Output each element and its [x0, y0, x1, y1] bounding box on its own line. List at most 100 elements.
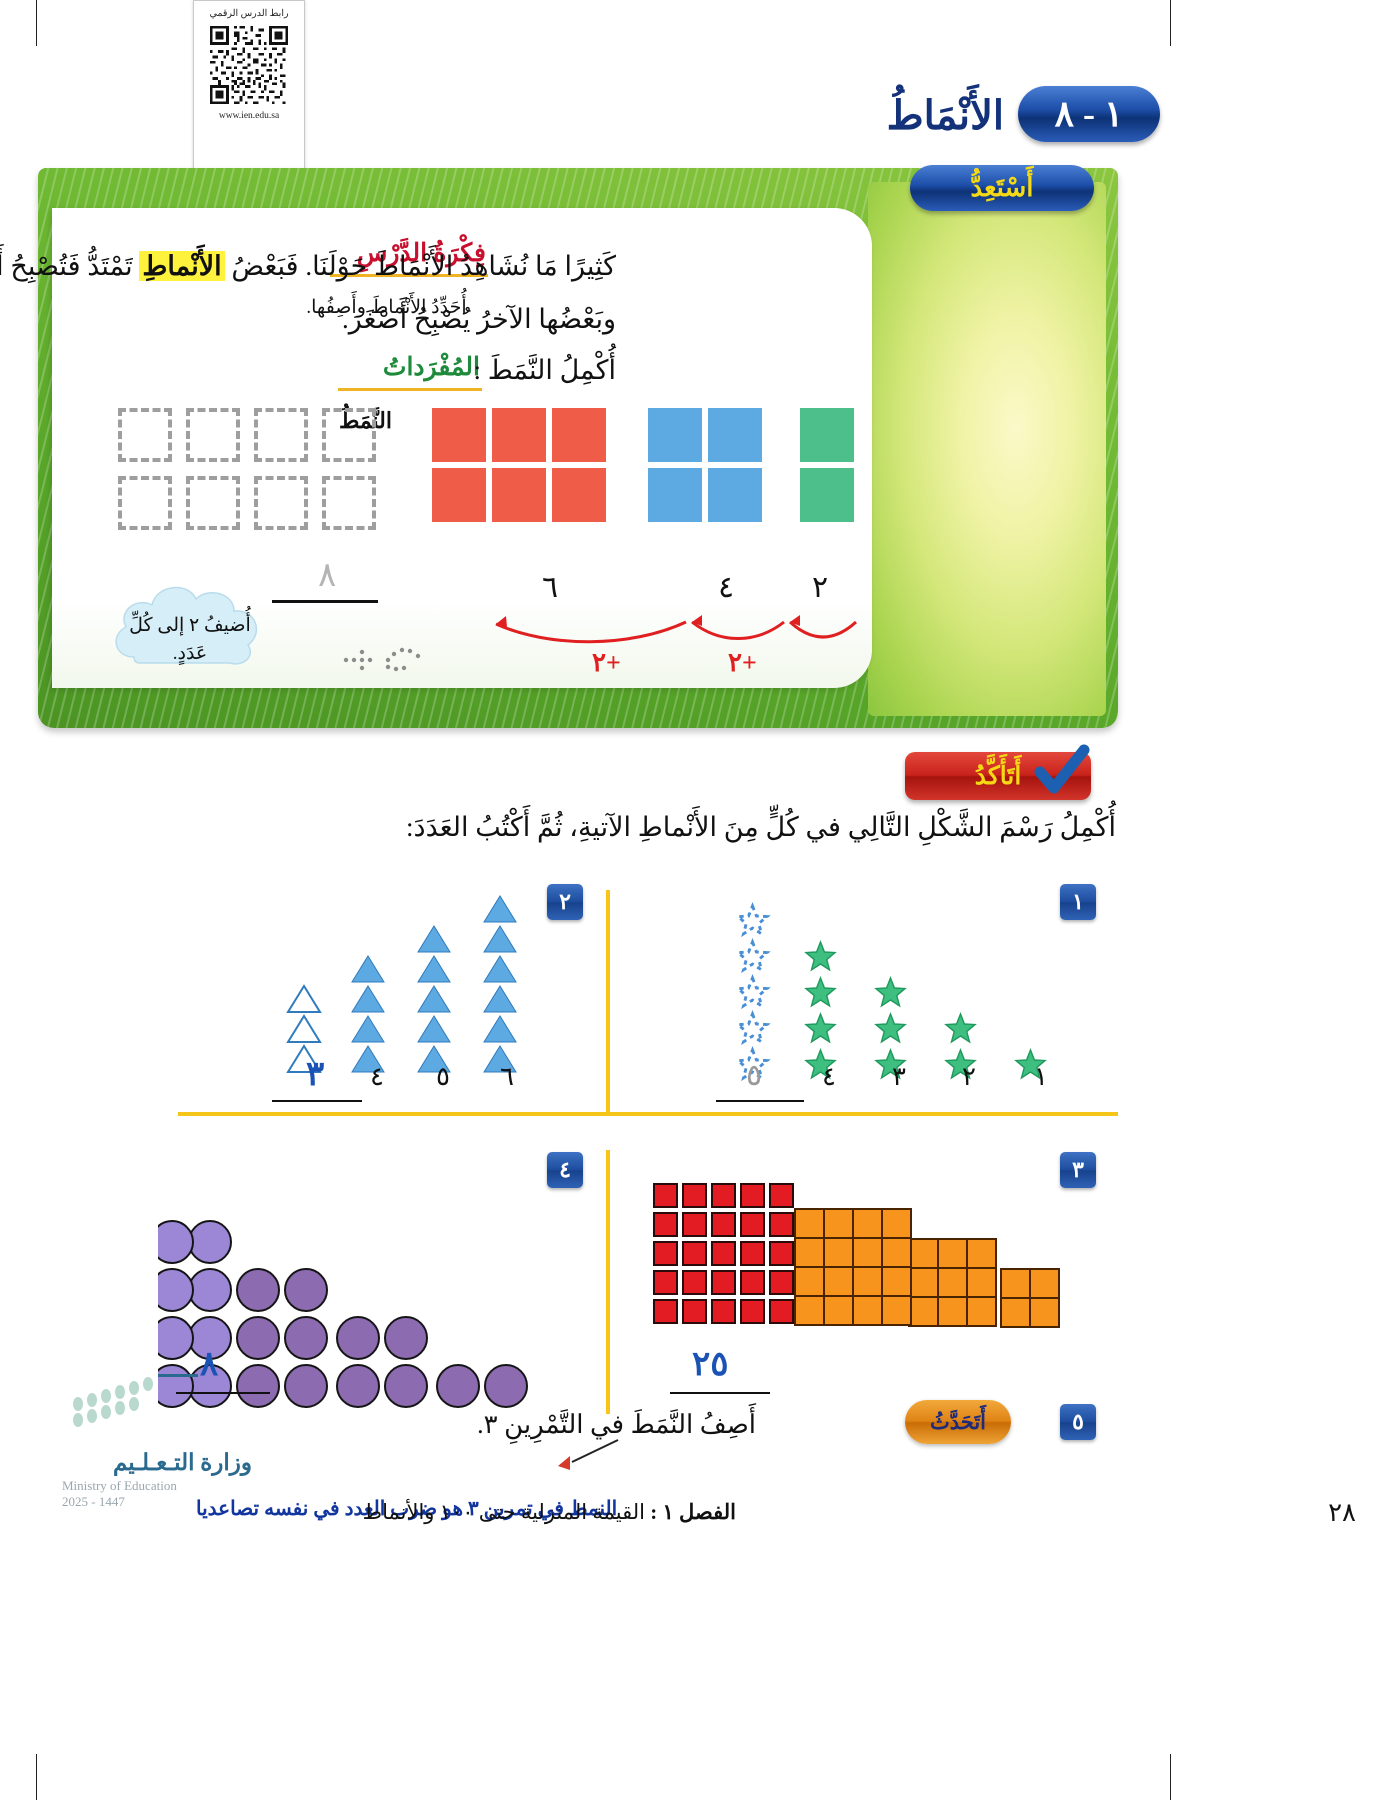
highlighted-term: الأَنْماطِ: [139, 251, 225, 281]
lesson-paragraph: كَثِيرًا مَا نُشَاهِدُ الأَنْمَاطَ حَوْل…: [0, 240, 616, 345]
chapter-footer: الفصل ١ : القيمة المنزلية حتى ١٠٠ والأنم…: [363, 1500, 736, 1525]
teacher-answer-note: النمط في تمرين ٣ هو ضرب العدد في نفسه تص…: [196, 1498, 618, 1520]
prepare-badge: أَسْتَعِدُّ: [910, 165, 1094, 211]
lesson-paragraph-part-c: وبَعْضُها الآخرُ يُصْبِحُ أَصْغَرَ.: [341, 303, 616, 334]
exercise-divider-horizontal: [178, 1112, 1118, 1116]
pattern-square-placeholder[interactable]: [254, 476, 308, 530]
pattern-answer-traced[interactable]: ٨: [318, 557, 337, 594]
crop-mark-top-left: [36, 0, 37, 46]
pattern-count-2: ٢: [812, 571, 829, 604]
exercise-1-label: ٣: [892, 1062, 906, 1091]
chapter-footer-bold: الفصل ١ :: [650, 1500, 736, 1524]
qr-code-icon: [210, 26, 288, 105]
crop-mark-bottom-left: [36, 1754, 37, 1800]
pattern-square: [648, 408, 702, 462]
exercise-1-stars: [736, 904, 1046, 1080]
note-pointer-icon: [558, 1439, 619, 1470]
exercise-1-label: ٤: [822, 1062, 836, 1091]
exercise-1-label: ١: [1034, 1062, 1048, 1091]
crop-mark-top-right: [1170, 0, 1171, 46]
pattern-square-placeholder[interactable]: [118, 476, 172, 530]
exercise-2-answer[interactable]: ٣: [306, 1056, 325, 1093]
traced-arrow-hint: [343, 647, 421, 672]
talk-question-text: أَصِفُ النَّمَطَ في التَّمْرِينِ ٣.: [477, 1410, 756, 1439]
ministry-year: 2025 - 1447: [62, 1494, 125, 1509]
ministry-name-english: Ministry of Education: [62, 1478, 177, 1493]
ministry-dots-decoration: [73, 1374, 198, 1427]
qr-caption: رابط الدرس الرقمي: [209, 9, 289, 19]
check-badge-label: أَتَأَكَّدُ: [974, 763, 1022, 790]
exercise-3-grid-2x2: [1000, 1268, 1060, 1328]
exercise-divider-vertical-bottom: [606, 1150, 610, 1414]
pattern-square: [432, 408, 486, 462]
vocabulary-underline: [338, 388, 482, 391]
exercise-3-grid-5x5[interactable]: [652, 1182, 798, 1328]
vocabulary-word: النَّمَطُ: [338, 408, 392, 433]
lesson-number-text: ١ - ٨: [1054, 94, 1124, 134]
lesson-idea-underline: [330, 274, 488, 277]
page-number: ٢٨: [1328, 1498, 1356, 1527]
sidebar-glow-background: [868, 182, 1106, 716]
pattern-step-label: +٢: [728, 648, 757, 677]
pattern-square: [708, 408, 762, 462]
crop-mark-bottom-right: [1170, 1754, 1171, 1800]
lesson-number-badge: ١ - ٨: [1018, 86, 1160, 142]
exercise-2-label: ٦: [500, 1062, 514, 1091]
pattern-square-placeholder[interactable]: [322, 408, 376, 462]
exercise-4-answer[interactable]: ٨: [200, 1346, 219, 1383]
exercise-1-answer-line: [716, 1100, 804, 1102]
pattern-square-placeholder[interactable]: [118, 408, 172, 462]
ministry-logo: وزارة التـعـلـيم Ministry of Education 2…: [62, 1450, 252, 1510]
chapter-footer-text: القيمة المنزلية حتى ١٠٠ والأنماط: [362, 1500, 645, 1524]
exercise-3-answer-line: [670, 1392, 770, 1394]
exercise-2-answer-line: [272, 1100, 362, 1102]
ministry-name-arabic: وزارة التـعـلـيم: [112, 1450, 252, 1475]
exercise-number-3: ٣: [1060, 1152, 1096, 1188]
exercise-number-5: ٥: [1060, 1404, 1096, 1440]
lesson-idea-text: أُحَدِّدُ الأَنْماطَ وأَصِفُها.: [306, 297, 467, 318]
exercise-1-label: ٢: [962, 1062, 976, 1091]
exercise-number-1: ١: [1060, 884, 1096, 920]
pattern-square-placeholder[interactable]: [186, 408, 240, 462]
exercise-number-2: ٢: [547, 884, 583, 920]
exercise-4-circles: [158, 1220, 528, 1408]
pattern-count-4: ٤: [718, 571, 735, 604]
pattern-square: [648, 468, 702, 522]
qr-url-label: www.ien.edu.sa: [218, 111, 280, 122]
exercise-4-answer-line: [176, 1392, 270, 1394]
exercise-2-label: ٤: [370, 1062, 384, 1091]
pattern-step-label: +٢: [592, 648, 621, 677]
pattern-square: [432, 468, 486, 522]
thought-cloud-text: أُضيفُ ٢ إلى كُلِّ عَدَدٍ.: [129, 615, 251, 664]
talk-badge-label: أَتَحَدَّثُ: [929, 1409, 987, 1434]
prepare-badge-label: أَسْتَعِدُّ: [970, 173, 1034, 202]
pattern-arrows: [495, 615, 858, 644]
pattern-square: [552, 408, 606, 462]
vocabulary-title: المُفْرَداتُ: [382, 354, 480, 381]
lesson-paragraph-part-b: تَمْتَدُّ فَتُصْبِحُ أَكْبَرَ،: [0, 251, 133, 281]
complete-pattern-prompt: أُكْمِلُ النَّمَطَ :: [473, 355, 616, 385]
pattern-square: [708, 468, 762, 522]
pattern-square: [800, 468, 854, 522]
exercise-2-label: ٥: [436, 1062, 450, 1091]
page-title: الأَنْمَاطُ: [886, 93, 1004, 138]
checkmark-icon: [1034, 744, 1090, 794]
pattern-square-placeholder[interactable]: [186, 476, 240, 530]
lesson-idea-title: فِكْرَةُ الدَّرْسِ: [356, 240, 486, 267]
pattern-square-placeholder[interactable]: [254, 408, 308, 462]
exercise-1-answer[interactable]: ٥: [746, 1059, 763, 1092]
pattern-count-6: ٦: [542, 571, 559, 604]
pattern-square-placeholder[interactable]: [322, 476, 376, 530]
talk-badge: أَتَحَدَّثُ: [905, 1400, 1011, 1444]
exercise-number-4: ٤: [547, 1152, 583, 1188]
check-instruction: أُكْمِلُ رَسْمَ الشَّكْلِ التَّالِي في ك…: [406, 812, 1116, 842]
exercise-3-grid-4x4: [794, 1208, 912, 1326]
pattern-answer-line: [272, 600, 378, 603]
thought-cloud: [115, 586, 258, 665]
exercise-3-grid-3x3: [908, 1238, 997, 1327]
exercise-divider-vertical-top: [606, 890, 610, 1114]
pattern-square: [552, 468, 606, 522]
pattern-square: [492, 408, 546, 462]
exercise-3-answer[interactable]: ٢٥: [692, 1346, 729, 1383]
pattern-square: [800, 408, 854, 462]
